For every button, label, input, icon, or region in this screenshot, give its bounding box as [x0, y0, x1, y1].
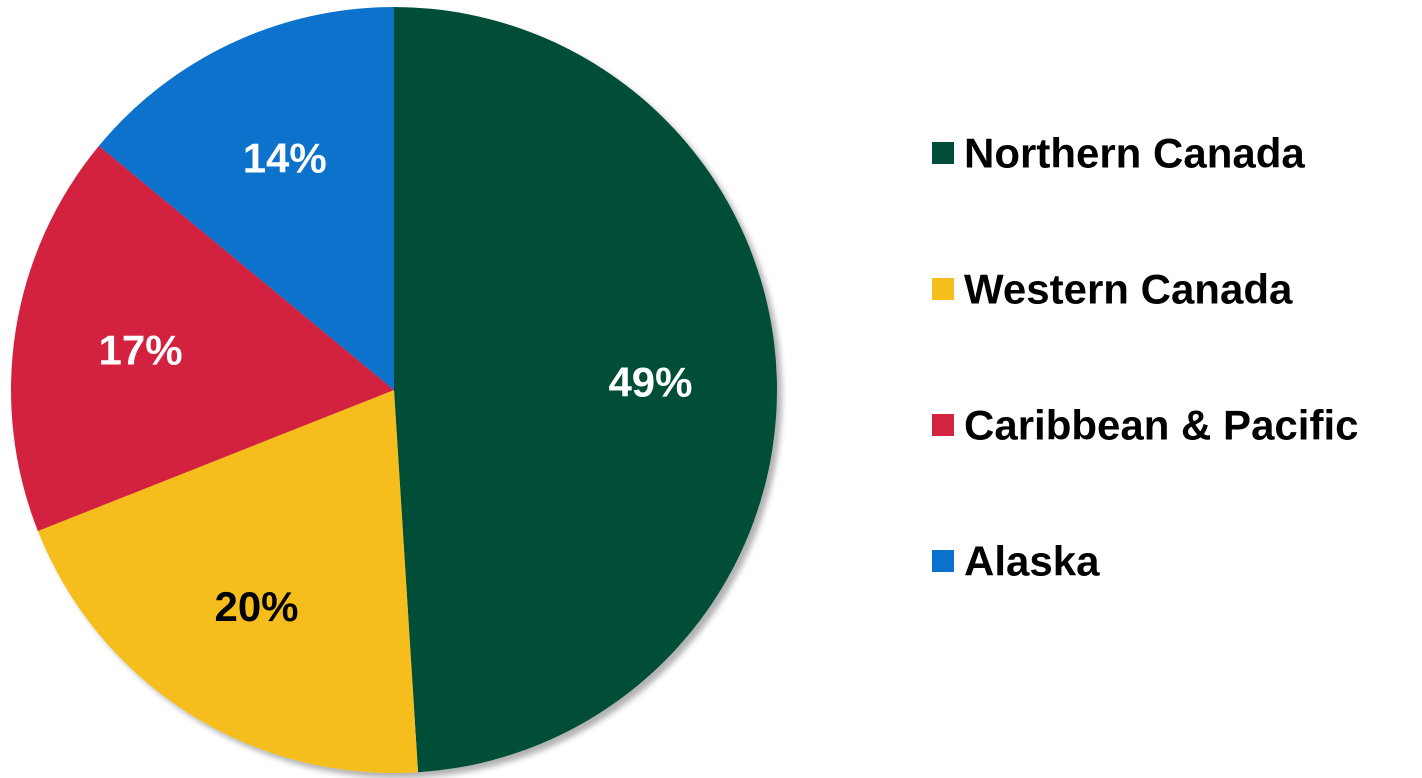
pie-slice-labels: 49% 20% 17% 14% [99, 134, 693, 630]
pie-slice-northern-canada [394, 7, 777, 773]
legend-swatch-alaska [932, 550, 954, 572]
legend-swatch-western-canada [932, 278, 954, 300]
legend-label-caribbean-and-pacific: Caribbean & Pacific [964, 402, 1358, 449]
legend: Northern Canada Western Canada Caribbean &… [932, 130, 1358, 585]
legend-label-western-canada: Western Canada [964, 266, 1293, 313]
slice-label-caribbean-and-pacific: 17% [99, 326, 183, 373]
legend-swatch-caribbean-and-pacific [932, 414, 954, 436]
slice-label-western-canada: 20% [214, 583, 298, 630]
pie-slice-caribbean-and-pacific [10, 145, 394, 531]
pie-slice-alaska [98, 7, 394, 390]
slice-label-northern-canada: 49% [608, 358, 692, 405]
pie-slice-western-canada [37, 390, 419, 774]
legend-item-northern-canada: Northern Canada [932, 130, 1305, 177]
legend-swatch-northern-canada [932, 142, 954, 164]
legend-item-alaska: Alaska [932, 538, 1100, 585]
pie-slices [10, 7, 777, 774]
legend-label-alaska: Alaska [964, 538, 1100, 585]
legend-item-western-canada: Western Canada [932, 266, 1293, 313]
legend-item-caribbean-and-pacific: Caribbean & Pacific [932, 402, 1358, 449]
legend-label-northern-canada: Northern Canada [964, 130, 1305, 177]
slice-label-alaska: 14% [243, 134, 327, 181]
